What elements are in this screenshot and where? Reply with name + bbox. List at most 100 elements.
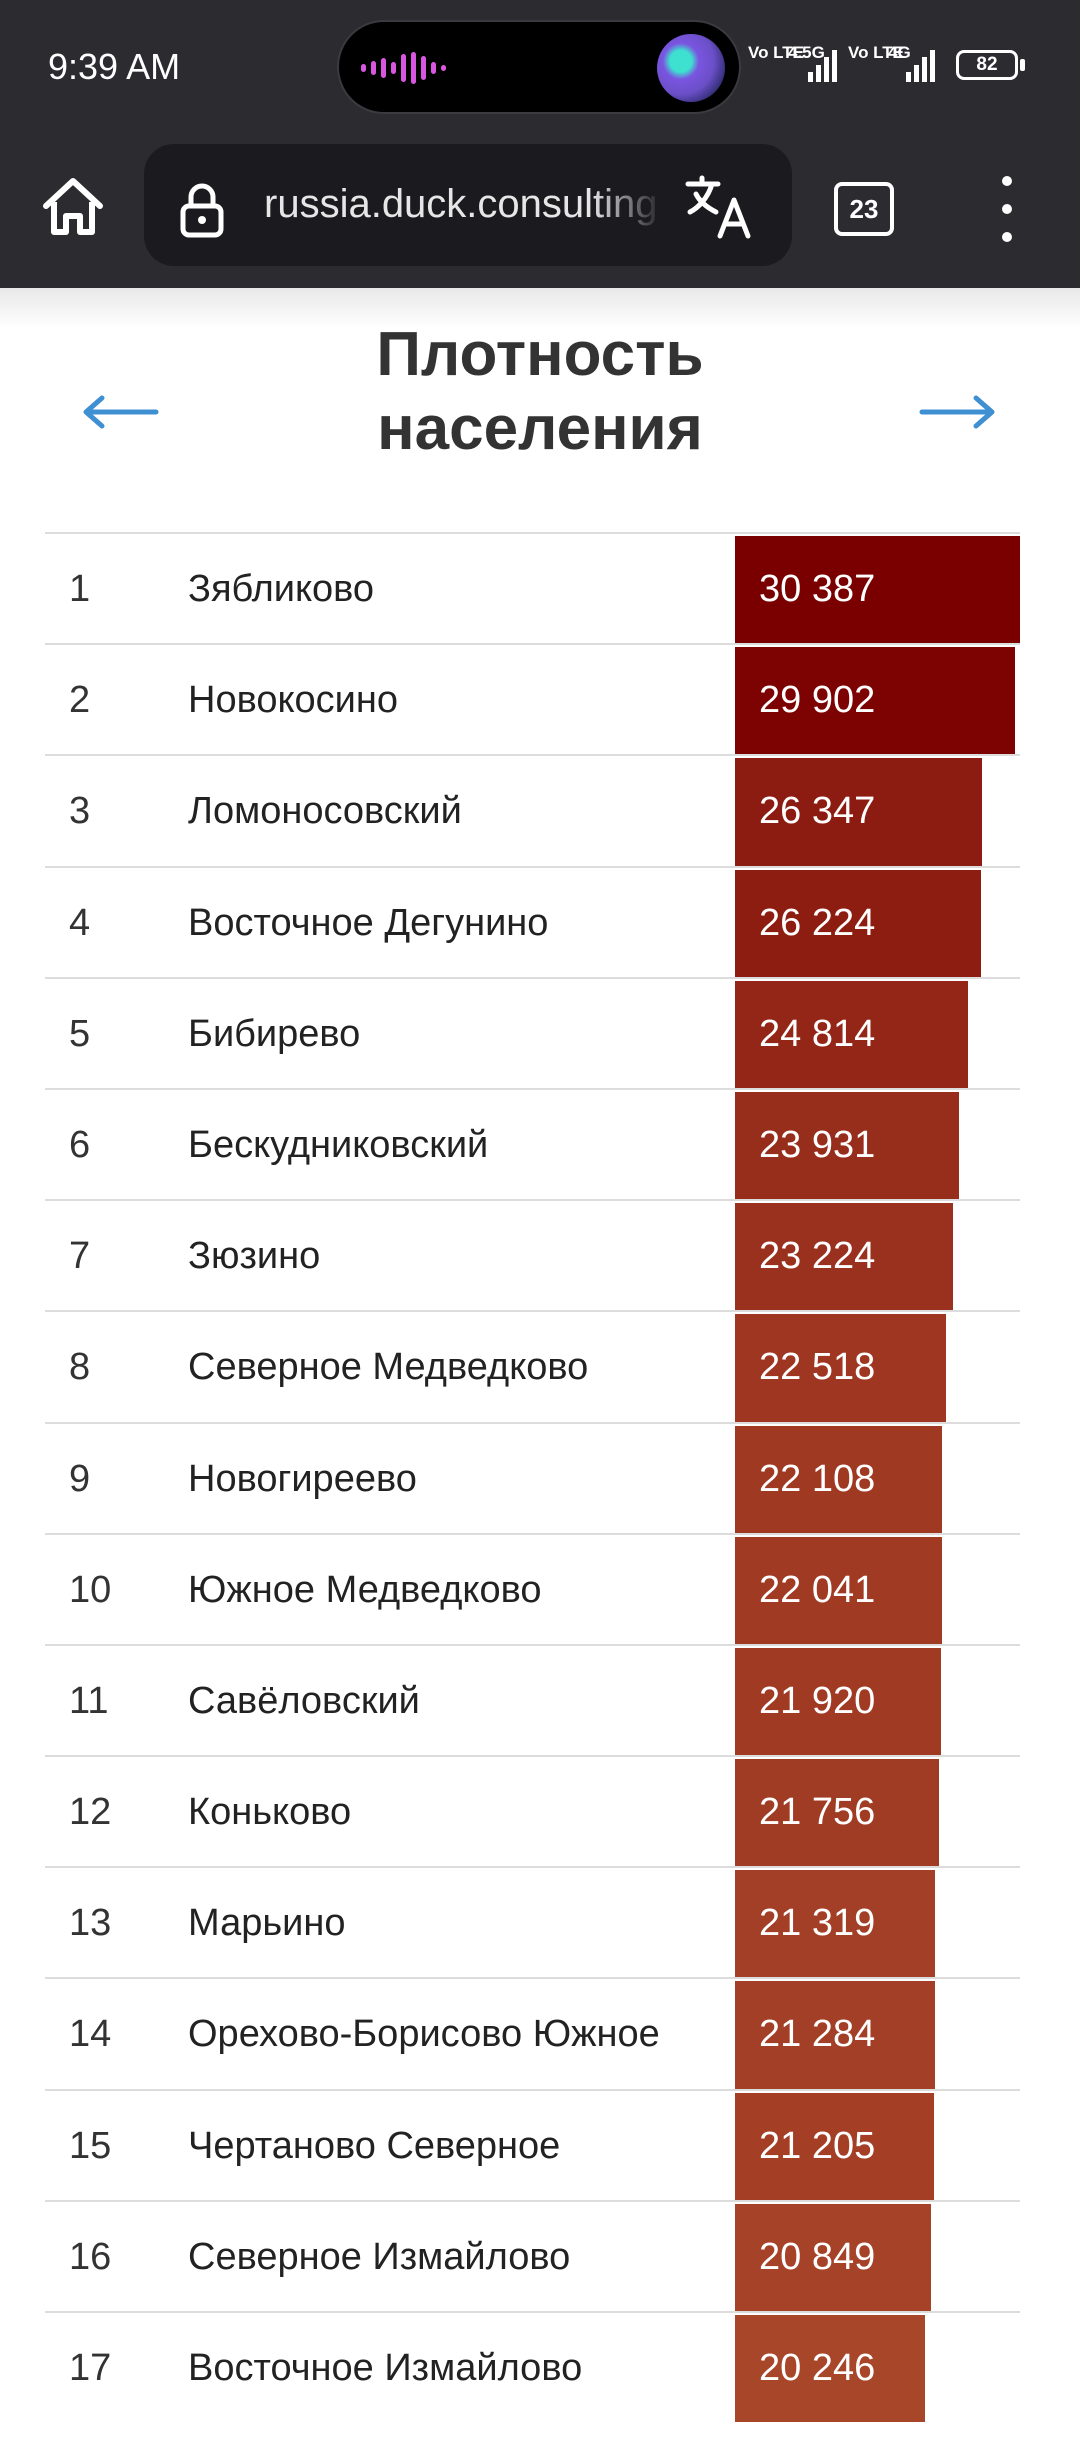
table-row[interactable]: 2 Новокосино 29 902 bbox=[45, 643, 1020, 755]
table-row[interactable]: 7 Зюзино 23 224 bbox=[45, 1199, 1020, 1311]
rank-number: 16 bbox=[69, 2235, 112, 2278]
media-artwork bbox=[657, 34, 725, 102]
density-value: 24 814 bbox=[759, 1012, 876, 1055]
district-name[interactable]: Марьино bbox=[188, 1902, 346, 1945]
menu-dot bbox=[1002, 204, 1012, 214]
table-row[interactable]: 17 Восточное Измайлово 20 246 bbox=[45, 2311, 1020, 2423]
status-bar: 9:39 AM Vo LTE 4.5G Vo LTE 4G bbox=[0, 0, 1080, 134]
district-name[interactable]: Зюзино bbox=[188, 1235, 321, 1278]
density-value: 23 931 bbox=[759, 1123, 876, 1166]
url-text[interactable]: russia.duck.consulting bbox=[264, 182, 658, 226]
density-bar bbox=[735, 1091, 960, 1200]
rank-number: 6 bbox=[69, 1123, 91, 1166]
status-time: 9:39 AM bbox=[48, 46, 181, 87]
density-bar bbox=[735, 2092, 934, 2200]
table-row[interactable]: 15 Чертаново Северное 21 205 bbox=[45, 2088, 1020, 2200]
browser-toolbar: russia.duck.consulting 23 bbox=[0, 134, 1080, 288]
address-bar[interactable]: russia.duck.consulting bbox=[144, 144, 792, 266]
density-bar bbox=[735, 980, 968, 1088]
table-row[interactable]: 3 Ломоносовский 26 347 bbox=[45, 754, 1020, 866]
battery-tip bbox=[1020, 59, 1025, 71]
density-bar bbox=[735, 1536, 942, 1644]
density-bar bbox=[735, 1981, 935, 2089]
district-name[interactable]: Орехово-Борисово Южное bbox=[188, 2013, 660, 2056]
table-row[interactable]: 5 Бибирево 24 814 bbox=[45, 976, 1020, 1088]
density-bar bbox=[735, 647, 1016, 755]
district-name[interactable]: Северное Измайлово bbox=[188, 2235, 571, 2278]
district-name[interactable]: Коньково bbox=[188, 1791, 352, 1834]
density-value: 21 319 bbox=[759, 1902, 876, 1945]
table-row[interactable]: 8 Северное Медведково 22 518 bbox=[45, 1310, 1020, 1422]
rank-number: 7 bbox=[69, 1235, 91, 1278]
table-row[interactable]: 6 Бескудниковский 23 931 bbox=[45, 1087, 1020, 1200]
rank-number: 10 bbox=[69, 1568, 112, 1611]
table-row[interactable]: 13 Марьино 21 319 bbox=[45, 1866, 1020, 1978]
table-row[interactable]: 14 Орехово-Борисово Южное 21 284 bbox=[45, 1977, 1020, 2089]
rank-number: 15 bbox=[69, 2124, 112, 2167]
rank-number: 17 bbox=[69, 2347, 112, 2389]
table-row[interactable]: 9 Новогиреево 22 108 bbox=[45, 1421, 1020, 1533]
rank-number: 3 bbox=[69, 790, 91, 833]
rank-number: 4 bbox=[69, 901, 91, 944]
density-bar bbox=[735, 869, 981, 977]
rank-number: 5 bbox=[69, 1012, 91, 1055]
density-value: 26 347 bbox=[759, 790, 876, 833]
rank-number: 8 bbox=[69, 1346, 91, 1389]
district-name[interactable]: Восточное Измайлово bbox=[188, 2347, 583, 2389]
arrow-right-icon bbox=[919, 395, 995, 429]
density-ranking-table: 1 Зябликово 30 387 2 Новокосино 29 902 3 Ломоно… bbox=[45, 532, 1020, 2423]
district-name[interactable]: Чертаново Северное bbox=[188, 2124, 561, 2167]
district-name[interactable]: Савёловский bbox=[188, 1679, 420, 1722]
density-value: 20 849 bbox=[759, 2235, 876, 2278]
battery-icon: 82 bbox=[956, 50, 1018, 80]
volte-label-2: Vo LTE bbox=[848, 43, 905, 62]
audio-wave-icon bbox=[361, 52, 446, 84]
network-type-1: 4.5G bbox=[788, 43, 825, 62]
translate-icon[interactable] bbox=[684, 174, 756, 240]
table-row[interactable]: 16 Северное Измайлово 20 849 bbox=[45, 2199, 1020, 2311]
density-value: 21 284 bbox=[759, 2013, 876, 2056]
rank-number: 11 bbox=[69, 1679, 109, 1722]
signal-icon bbox=[808, 50, 837, 82]
menu-dot bbox=[1002, 232, 1012, 242]
district-name[interactable]: Зябликово bbox=[188, 568, 375, 610]
density-value: 23 224 bbox=[759, 1235, 876, 1278]
tabs-icon[interactable]: 23 bbox=[834, 182, 894, 236]
tab-count: 23 bbox=[849, 194, 879, 224]
next-arrow-button[interactable] bbox=[918, 394, 998, 435]
district-name[interactable]: Новокосино bbox=[188, 679, 399, 722]
district-name[interactable]: Ломоносовский bbox=[188, 790, 462, 833]
page-title: Плотность населения bbox=[376, 320, 704, 463]
density-bar bbox=[735, 2203, 931, 2311]
district-name[interactable]: Восточное Дегунино bbox=[188, 901, 549, 944]
home-icon[interactable] bbox=[38, 172, 108, 242]
table-row[interactable]: 11 Савёловский 21 920 bbox=[45, 1643, 1020, 1756]
table-row[interactable]: 1 Зябликово 30 387 bbox=[45, 532, 1020, 644]
district-name[interactable]: Северное Медведково bbox=[188, 1346, 589, 1389]
more-vert-icon[interactable] bbox=[996, 174, 1020, 246]
density-bar bbox=[735, 1870, 935, 1978]
density-bar bbox=[735, 536, 1020, 644]
rank-number: 14 bbox=[69, 2013, 112, 2056]
prev-arrow-button[interactable] bbox=[80, 394, 160, 435]
district-name[interactable]: Бескудниковский bbox=[188, 1123, 489, 1166]
table-row[interactable]: 4 Восточное Дегунино 26 224 bbox=[45, 865, 1020, 977]
dynamic-island[interactable] bbox=[337, 20, 741, 114]
district-name[interactable]: Южное Медведково bbox=[188, 1568, 542, 1611]
battery-level: 82 bbox=[976, 54, 998, 75]
network-type-2: 4G bbox=[888, 43, 911, 62]
density-value: 21 920 bbox=[759, 1679, 876, 1722]
density-value: 30 387 bbox=[759, 568, 876, 610]
table-row[interactable]: 10 Южное Медведково 22 041 bbox=[45, 1532, 1020, 1644]
density-value: 22 041 bbox=[759, 1568, 876, 1611]
rank-number: 1 bbox=[69, 568, 91, 610]
district-name[interactable]: Новогиреево bbox=[188, 1457, 417, 1500]
density-bar bbox=[735, 1759, 940, 1867]
density-value: 22 518 bbox=[759, 1346, 876, 1389]
table-row[interactable]: 12 Коньково 21 756 bbox=[45, 1755, 1020, 1867]
district-name[interactable]: Бибирево bbox=[188, 1012, 361, 1055]
rank-number: 12 bbox=[69, 1791, 112, 1834]
volte-label-1: Vo LTE bbox=[748, 43, 805, 62]
density-bar bbox=[735, 1647, 941, 1756]
density-value: 21 756 bbox=[759, 1791, 876, 1834]
